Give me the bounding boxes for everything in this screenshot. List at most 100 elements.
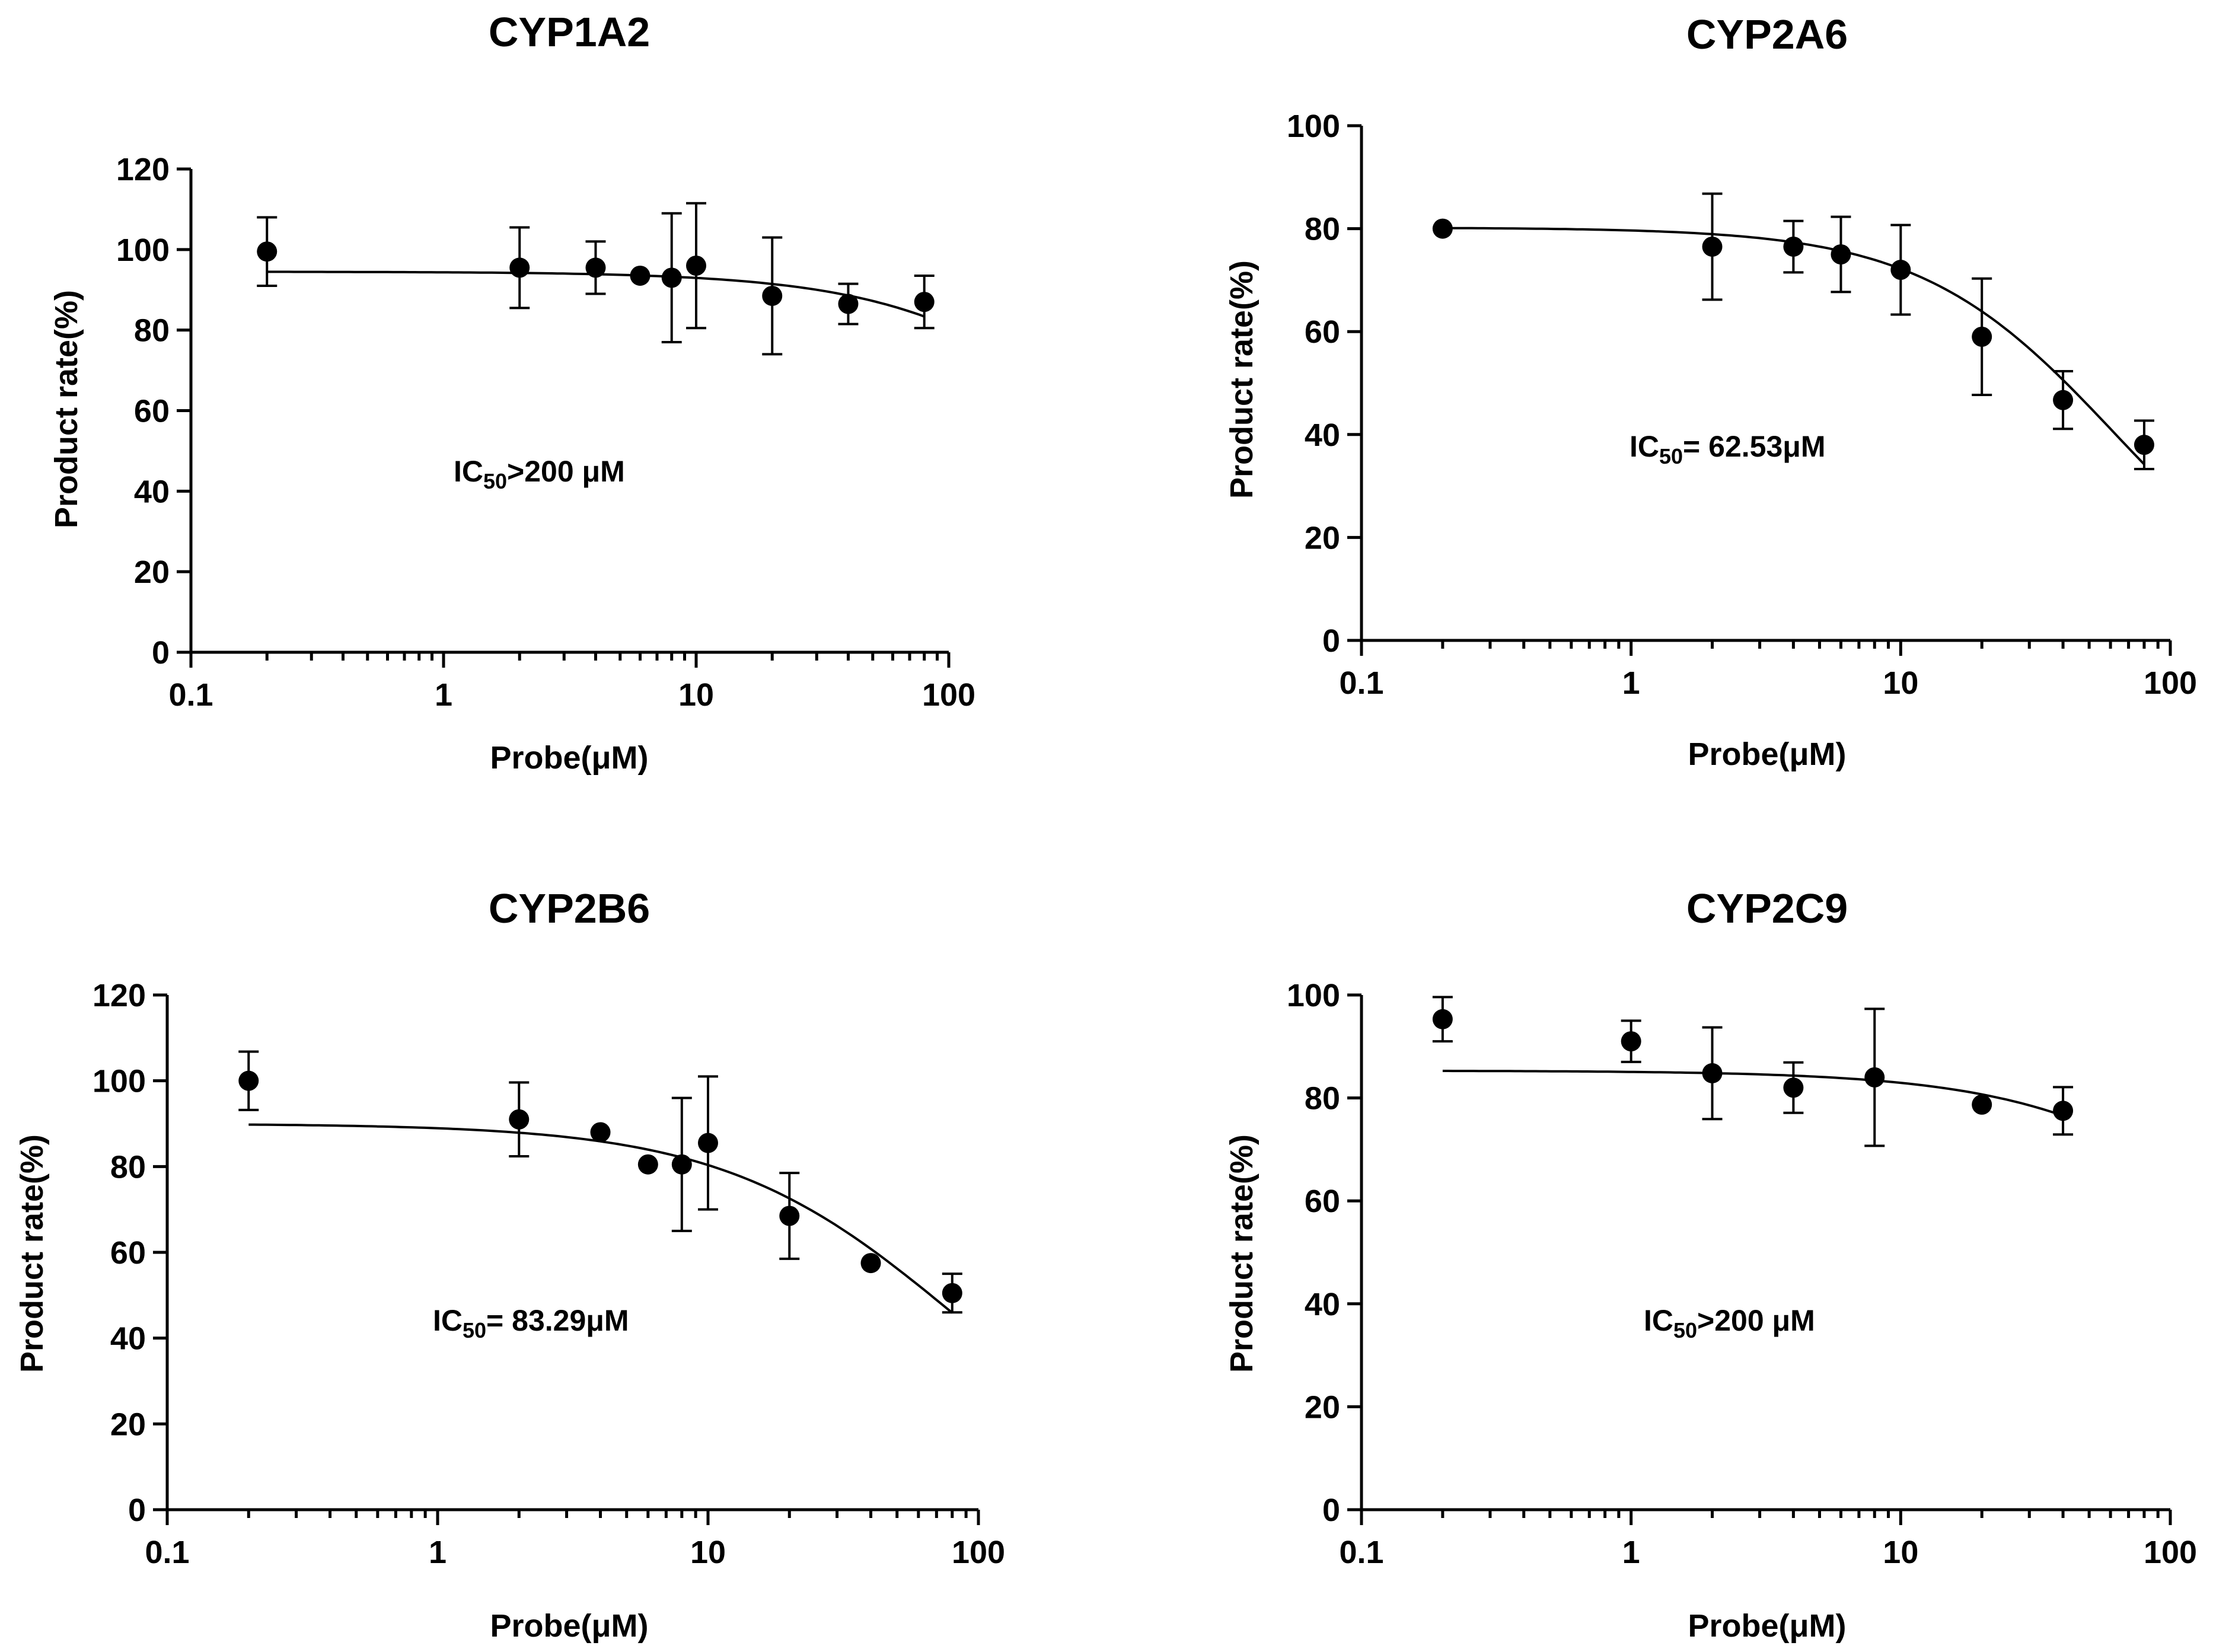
chart-title: CYP2A6 [1686,11,1848,58]
data-point [1864,1067,1885,1087]
y-tick-label: 20 [1305,1389,1340,1425]
plot-area: 0 20 40 60 80 100 120 0.1 1 10 100 [116,152,975,713]
y-tick-label: 60 [134,394,170,429]
data-point [671,1154,692,1175]
ic50-prefix: IC [454,455,483,488]
data-point [238,1070,259,1091]
data-point [585,257,606,278]
y-tick-label: 80 [1305,212,1340,247]
data-point [686,256,706,276]
plot-area: 0 20 40 60 80 100 120 0.1 1 10 100 [93,978,1005,1570]
y-tick-label: 0 [1322,623,1340,659]
y-tick-label: 100 [116,232,170,268]
ic50-subscript: 50 [1673,1318,1697,1342]
y-tick-label: 120 [116,152,170,187]
y-tick-label: 40 [110,1321,146,1357]
data-point [630,265,650,286]
data-point [637,1154,658,1175]
data-point [1783,1077,1804,1098]
ic50-annotation: IC50>200 μM [1644,1304,1815,1342]
y-tick-label: 20 [134,554,170,590]
data-point [698,1133,718,1153]
data-point [914,292,935,312]
y-tick-label: 80 [110,1149,146,1185]
data-point [2053,1101,2074,1121]
data-point [1702,236,1723,257]
x-axis-title: Probe(μM) [1688,736,1846,772]
y-tick-label: 60 [110,1235,146,1271]
y-tick-label: 60 [1305,1184,1340,1219]
y-tick-label: 80 [1305,1081,1340,1117]
ic50-annotation: IC50>200 μM [454,455,625,493]
data-point [1831,244,1851,264]
x-tick-label: 10 [678,677,714,713]
data-point [509,1109,530,1130]
ic50-value: = 83.29μM [486,1304,629,1337]
x-tick-label: 0.1 [1339,1535,1383,1570]
data-point [1702,1063,1723,1083]
y-axis-title: Product rate(%) [49,290,84,528]
ic50-value: >200 μM [1697,1304,1815,1337]
x-tick-label: 1 [1622,1535,1640,1570]
x-tick-label: 10 [690,1535,726,1570]
y-axis-title: Product rate(%) [1224,1134,1259,1373]
y-tick-label: 40 [1305,417,1340,453]
data-point [762,285,783,306]
x-tick-label: 0.1 [145,1535,189,1570]
y-tick-label: 0 [152,635,170,671]
x-tick-label: 100 [922,677,975,713]
data-point [509,257,530,278]
data-point [1621,1031,1641,1052]
data-point [590,1122,611,1143]
chart-title: CYP2B6 [489,885,650,932]
data-point [860,1253,881,1274]
x-axis-title: Probe(μM) [1688,1608,1846,1644]
data-point [661,267,682,288]
data-point [1972,1094,1992,1115]
data-point [779,1205,800,1226]
x-tick-label: 100 [2144,1535,2197,1570]
data-point [1432,1009,1453,1029]
y-tick-label: 40 [1305,1287,1340,1322]
ic50-value: >200 μM [507,455,625,488]
data-point [1783,236,1804,257]
data-point [942,1283,962,1303]
y-tick-label: 100 [1287,978,1340,1013]
data-point [1432,218,1453,239]
x-tick-label: 1 [429,1535,447,1570]
x-tick-label: 100 [2144,665,2197,701]
ic50-subscript: 50 [1659,444,1683,468]
plot-area: 0 20 40 60 80 100 0.1 1 10 100 [1287,109,2197,701]
y-tick-label: 0 [128,1492,146,1528]
y-tick-label: 80 [134,313,170,349]
chart-panel-cyp2a6: CYP2A6 Probe(μM) Product rate(%) IC50= 6… [1224,11,2197,772]
y-tick-label: 60 [1305,314,1340,350]
data-point [1890,260,1911,280]
x-tick-label: 1 [435,677,452,713]
data-point [257,241,278,262]
data-point [1972,326,1992,347]
x-tick-label: 10 [1883,665,1918,701]
ic50-value: = 62.53μM [1683,430,1825,463]
x-tick-label: 100 [952,1535,1005,1570]
ic50-annotation: IC50= 83.29μM [433,1304,629,1342]
ic50-subscript: 50 [463,1318,486,1342]
y-tick-label: 100 [93,1064,146,1099]
y-axis-title: Product rate(%) [1224,260,1259,499]
ic50-prefix: IC [433,1304,463,1337]
data-point [2134,435,2154,455]
chart-panel-cyp1a2: CYP1A2 Probe(μM) Product rate(%) IC50>20… [49,9,975,776]
y-tick-label: 20 [110,1407,146,1442]
data-point [2053,390,2074,410]
y-tick-label: 40 [134,474,170,509]
x-axis-title: Probe(μM) [490,1608,648,1644]
y-tick-label: 100 [1287,109,1340,144]
chart-panel-cyp2b6: CYP2B6 Probe(μM) Product rate(%) IC50= 8… [14,885,1005,1644]
ic50-subscript: 50 [483,469,507,493]
ic50-prefix: IC [1630,430,1659,463]
y-tick-label: 120 [93,978,146,1013]
ic50-prefix: IC [1644,1304,1673,1337]
x-axis-title: Probe(μM) [490,740,648,776]
